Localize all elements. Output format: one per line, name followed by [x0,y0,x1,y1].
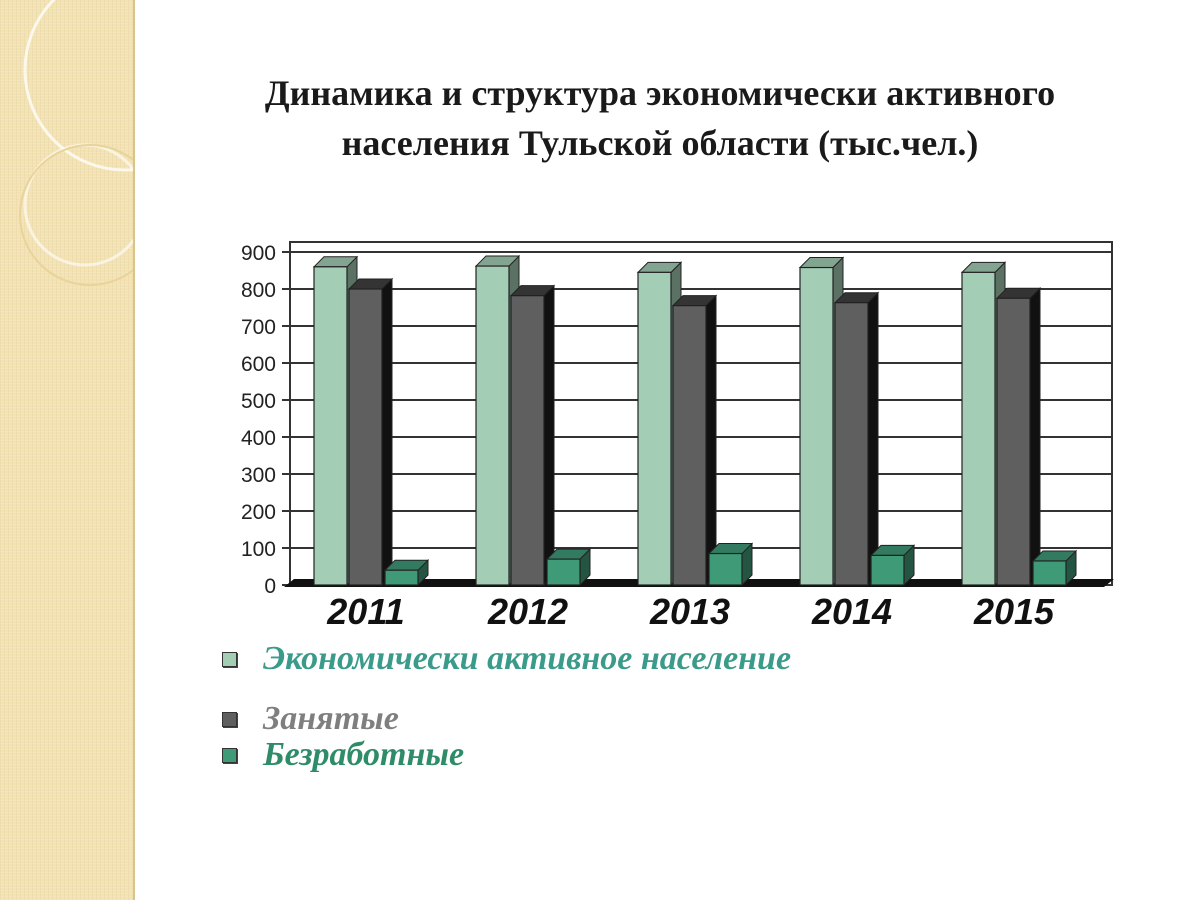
title-line-2: населения Тульской области (тыс.чел.) [341,123,979,163]
bar [672,305,707,586]
bar [313,266,348,586]
bar [870,554,905,586]
bar-side [381,277,393,587]
decorative-circles-icon [19,0,133,286]
chart-legend: Экономически активное население Занятые … [222,640,942,780]
x-tick-label: 2012 [487,591,568,632]
bar [384,569,419,586]
legend-item-active: Экономически активное население [222,640,791,678]
bar-side [1029,287,1041,587]
bar-side [867,291,879,587]
y-tick-label: 300 [241,464,276,487]
x-tick-label: 2015 [973,591,1055,632]
bar [637,271,672,586]
y-tick-label: 0 [264,575,276,598]
y-tick-label: 600 [241,353,276,376]
bar [546,558,581,586]
x-tick-label: 2014 [811,591,892,632]
legend-swatch-employed [222,711,237,727]
bar [1032,560,1067,586]
y-tick-label: 800 [241,279,276,302]
y-tick-label: 100 [241,538,276,561]
bar [961,271,996,586]
slide-title: Динамика и структура экономически активн… [160,68,1160,168]
bar-side [705,294,717,587]
legend-item-employed: Занятые [222,700,399,738]
bar-side [543,284,555,587]
bar [799,266,834,586]
x-tick-label: 2013 [649,591,730,632]
legend-label-active: Экономически активное население [263,640,792,677]
decorative-side-strip [0,0,135,900]
bar [475,265,510,586]
legend-label-unemployed: Безработные [263,736,465,773]
legend-item-unemployed: Безработные [222,736,464,774]
y-tick-label: 900 [241,242,276,265]
bar [348,288,383,586]
y-tick-label: 400 [241,427,276,450]
legend-label-employed: Занятые [263,700,399,737]
x-tick-label: 2011 [326,591,404,632]
bar [996,297,1031,586]
bar [834,302,869,586]
legend-swatch-unemployed [222,747,237,763]
y-tick-label: 700 [241,316,276,339]
y-tick-label: 500 [241,390,276,413]
bar [708,552,743,586]
legend-swatch-active [222,651,237,667]
title-line-1: Динамика и структура экономически активн… [264,73,1056,113]
y-tick-label: 200 [241,501,276,524]
bar [510,295,545,586]
